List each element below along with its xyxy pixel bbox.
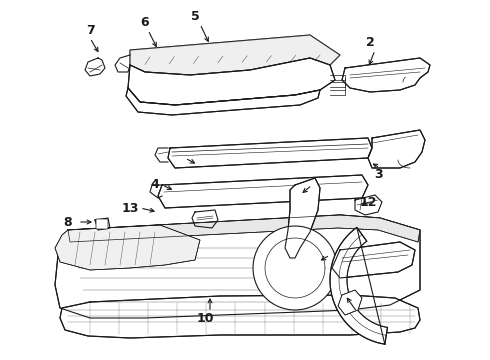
Polygon shape — [128, 58, 335, 105]
Polygon shape — [68, 215, 420, 242]
Text: 11: 11 — [316, 248, 334, 261]
Polygon shape — [130, 35, 340, 75]
Text: 1: 1 — [173, 145, 182, 158]
Polygon shape — [285, 178, 320, 258]
Text: 3: 3 — [374, 168, 382, 181]
Text: 6: 6 — [141, 15, 149, 28]
Polygon shape — [330, 228, 388, 344]
Text: 10: 10 — [196, 311, 214, 324]
Text: 7: 7 — [86, 23, 95, 36]
FancyBboxPatch shape — [96, 219, 108, 229]
Polygon shape — [158, 175, 368, 208]
Polygon shape — [55, 215, 420, 318]
Polygon shape — [338, 290, 362, 315]
Polygon shape — [253, 226, 337, 310]
Text: 9: 9 — [304, 179, 312, 192]
Text: 13: 13 — [122, 202, 139, 215]
Polygon shape — [368, 130, 425, 168]
Text: 8: 8 — [64, 216, 73, 229]
Polygon shape — [130, 35, 340, 75]
Text: 4: 4 — [150, 179, 159, 192]
Polygon shape — [126, 88, 320, 115]
Text: 14: 14 — [343, 311, 361, 324]
Polygon shape — [168, 138, 372, 168]
Polygon shape — [332, 242, 415, 278]
Polygon shape — [60, 295, 420, 338]
Text: 2: 2 — [366, 36, 374, 49]
Polygon shape — [342, 58, 430, 92]
Text: 12: 12 — [359, 195, 377, 208]
Text: 5: 5 — [191, 9, 199, 22]
Polygon shape — [55, 225, 200, 270]
